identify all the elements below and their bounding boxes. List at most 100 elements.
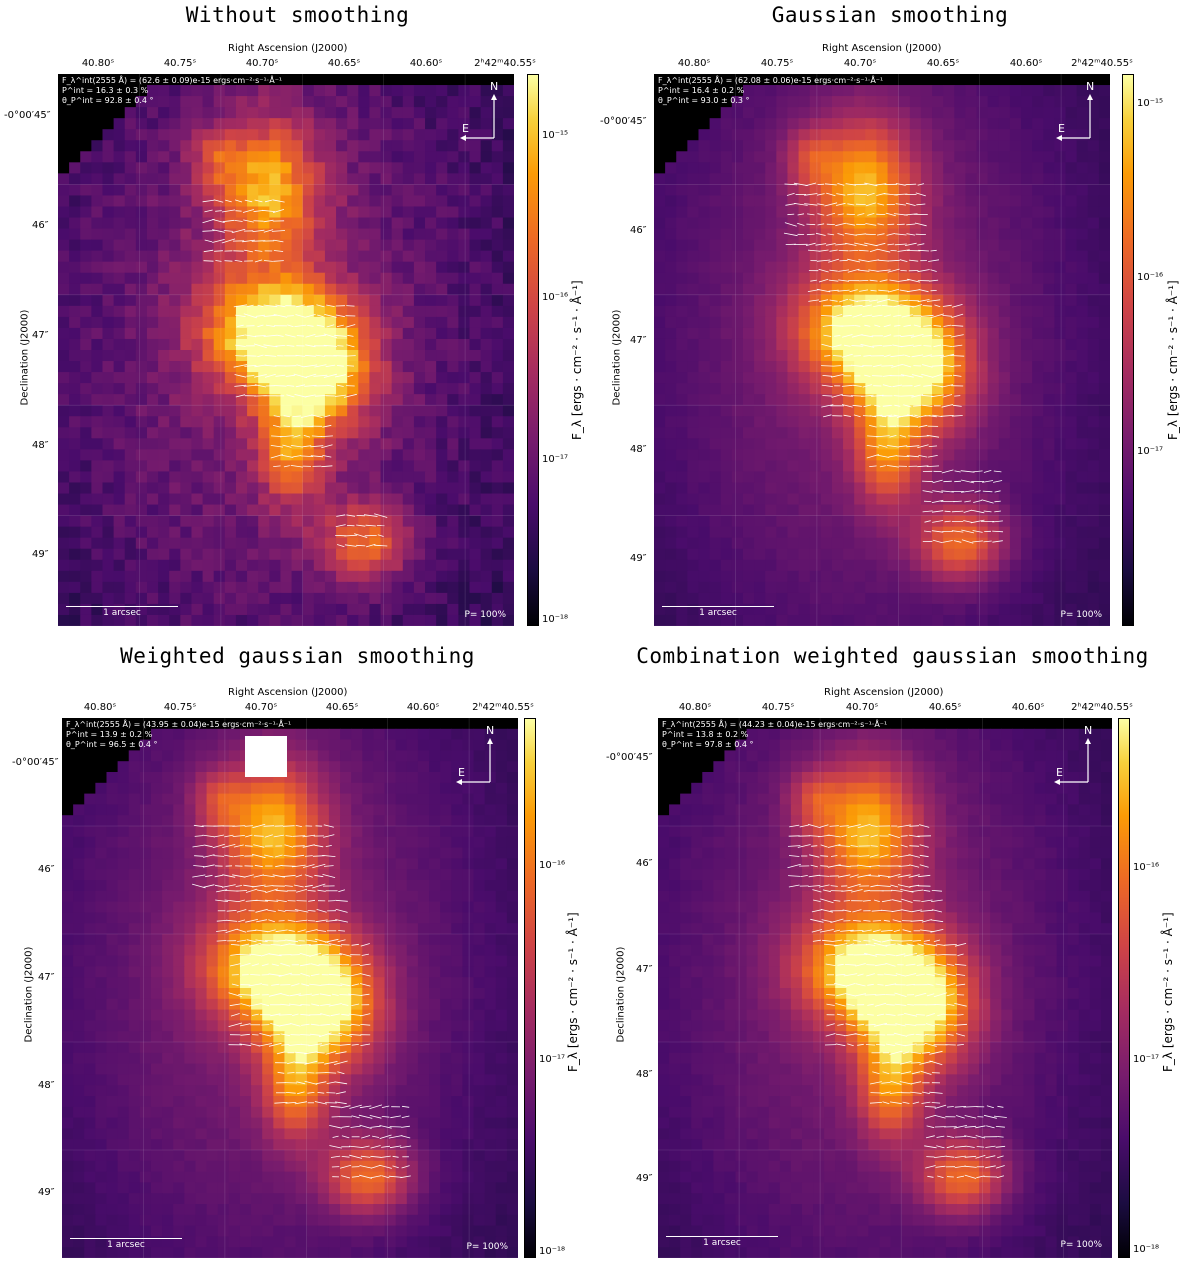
polarization-vector xyxy=(339,1164,352,1169)
polarization-vector xyxy=(326,324,335,328)
polarization-vector xyxy=(314,1101,327,1105)
polarization-vector xyxy=(272,199,285,203)
polarization-vector xyxy=(826,994,836,996)
polarization-vector xyxy=(323,344,338,347)
polarization-vector xyxy=(363,514,378,517)
polarization-vector xyxy=(202,864,215,868)
polarization-vector xyxy=(246,939,257,943)
polarization-vector xyxy=(212,229,225,233)
polarization-vector xyxy=(235,394,246,398)
polarization-vector xyxy=(238,899,245,902)
cbar-tick: 10⁻¹⁶ xyxy=(1133,862,1160,873)
polarization-scale: P= 100% xyxy=(466,1242,508,1252)
polarization-vector xyxy=(254,864,263,868)
polarization-vector xyxy=(883,324,891,328)
polarization-vector xyxy=(864,374,871,377)
polarization-vector xyxy=(310,445,324,448)
polarization-vector xyxy=(836,193,846,196)
polarization-vector xyxy=(833,344,842,348)
polarization-vector xyxy=(322,455,332,458)
ra-tick: 40.70ˢ xyxy=(843,58,877,69)
polarization-vector xyxy=(288,929,295,932)
polarization-vector xyxy=(847,1043,854,1047)
polarization-vector xyxy=(876,269,891,272)
polarization-scale-label: P= 100% xyxy=(464,610,506,620)
polarization-vector xyxy=(203,260,214,262)
polarization-vector xyxy=(809,854,820,858)
polarization-vector xyxy=(302,445,312,448)
polarization-vector xyxy=(807,249,820,252)
polarization-vector xyxy=(807,823,821,829)
polarization-vector xyxy=(822,939,832,942)
polarization-vector xyxy=(942,540,953,543)
polarization-vector xyxy=(322,874,336,878)
polarization-vector xyxy=(277,334,284,337)
polarization-vector xyxy=(818,268,829,273)
polarization-vector xyxy=(929,1091,943,1094)
polarization-vector xyxy=(820,929,834,933)
polarization-vector xyxy=(922,334,933,337)
polarization-vector xyxy=(874,324,881,327)
polarization-vector xyxy=(910,1051,922,1054)
compass: N E xyxy=(1054,80,1094,146)
polarization-vector xyxy=(298,993,312,996)
polarization-vector xyxy=(881,899,892,903)
polarization-vector xyxy=(216,920,227,922)
polarization-vector xyxy=(334,374,346,378)
polarization-vector xyxy=(921,394,934,397)
polarization-vector xyxy=(256,919,268,923)
polarization-vector xyxy=(985,1165,996,1169)
polarization-vector xyxy=(951,325,964,327)
panel-without-smoothing: Without smoothing Right Ascension (J2000… xyxy=(0,0,600,640)
polarization-vector xyxy=(865,202,876,207)
polarization-vector xyxy=(843,414,851,417)
polarization-vector xyxy=(882,1062,890,1064)
polarization-vector xyxy=(870,884,879,888)
polarization-vector xyxy=(268,919,276,923)
integrated-polarization: P^int = 16.3 ± 0.3 % xyxy=(62,86,149,95)
dec-axis-label: Declination (J2000) xyxy=(611,309,623,406)
polarization-vector xyxy=(799,824,809,828)
polarization-vector xyxy=(820,898,834,904)
polarization-vector xyxy=(819,824,829,828)
polarization-vector xyxy=(932,520,944,523)
polarization-vector xyxy=(887,259,900,262)
polarization-vector xyxy=(225,928,238,933)
polarization-vector xyxy=(823,943,838,946)
polarization-vector xyxy=(905,183,917,186)
polarization-vector xyxy=(921,1051,931,1054)
polarization-vector xyxy=(877,874,891,878)
polarization-vector xyxy=(953,500,962,503)
polarization-vector xyxy=(932,490,943,493)
polarization-vector xyxy=(289,993,301,997)
polarization-vector xyxy=(825,954,836,956)
polarization-vector xyxy=(810,279,817,282)
polarization-vector xyxy=(264,885,274,887)
polarization-vector xyxy=(881,939,892,943)
polarization-vector xyxy=(832,355,842,357)
integrated-angle: θ_P^int = 97.8 ± 0.4 ° xyxy=(662,740,754,749)
polarization-vector xyxy=(955,1033,966,1037)
polarization-vector xyxy=(328,1033,342,1036)
polarization-vector xyxy=(872,920,882,922)
polarization-vector xyxy=(908,834,920,838)
polarization-vector xyxy=(879,465,886,468)
polarization-vector xyxy=(335,919,348,923)
polarization-vector xyxy=(833,943,848,947)
polarization-vector xyxy=(825,963,836,966)
polarization-vector xyxy=(914,414,921,418)
polarization-vector xyxy=(277,909,286,912)
polarization-vector xyxy=(897,854,911,858)
polarization-vector xyxy=(251,1013,259,1016)
polarization-vector xyxy=(897,884,911,888)
polarization-vector xyxy=(236,890,248,892)
polarization-vector xyxy=(351,983,360,987)
polarization-vector xyxy=(835,243,847,246)
polarization-vector xyxy=(895,183,906,186)
polarization-vector xyxy=(900,334,915,338)
polarization-vector xyxy=(301,1044,310,1046)
polarization-vector xyxy=(875,1044,886,1046)
polarization-vector xyxy=(224,260,233,262)
polarization-vector xyxy=(214,250,223,252)
polarization-vector xyxy=(900,344,914,348)
